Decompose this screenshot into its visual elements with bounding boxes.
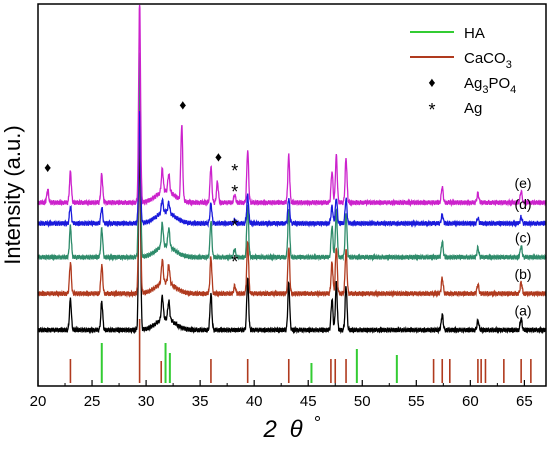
x-axis-label-theta: θ bbox=[290, 416, 303, 443]
legend-label: CaCO3 bbox=[464, 50, 512, 71]
x-tick-label: 25 bbox=[84, 393, 101, 410]
series-label: (e) bbox=[514, 175, 531, 191]
x-tick-label: 40 bbox=[246, 393, 263, 410]
ag-marker: * bbox=[231, 161, 238, 181]
x-tick-label: 65 bbox=[516, 393, 533, 410]
x-axis-label: 2 θ ° bbox=[263, 413, 321, 443]
legend-label-part: PO bbox=[488, 75, 510, 92]
series-label: (c) bbox=[515, 230, 531, 246]
ag3po4-marker: ♦ bbox=[179, 97, 186, 113]
ag3po4-marker: ♦ bbox=[44, 159, 51, 175]
phase-markers: ♦♦♦**** bbox=[44, 97, 238, 273]
ag-marker: * bbox=[231, 252, 238, 272]
legend-label-part: HA bbox=[464, 25, 485, 42]
reference-lines bbox=[69, 319, 532, 383]
legend-label-subscript: 4 bbox=[510, 84, 516, 96]
series-label: (d) bbox=[514, 196, 531, 212]
x-tick-label: 60 bbox=[462, 393, 479, 410]
pattern-line-2 bbox=[37, 52, 547, 262]
pattern-series bbox=[37, 4, 547, 335]
legend-label-subscript: 3 bbox=[482, 84, 488, 96]
pattern-line-4 bbox=[37, 4, 547, 208]
legend-label: HA bbox=[464, 25, 485, 42]
x-axis-ticks: 20 25 30 35 40 45 50 55 60 65 bbox=[30, 380, 533, 410]
ag-marker: * bbox=[231, 182, 238, 202]
x-tick-label: 35 bbox=[192, 393, 209, 410]
x-tick-label: 45 bbox=[300, 393, 317, 410]
series-label: (b) bbox=[514, 266, 531, 282]
x-tick-label: 20 bbox=[30, 393, 47, 410]
ag-marker: * bbox=[231, 216, 238, 236]
pattern-line-0 bbox=[37, 126, 547, 335]
x-tick-label: 55 bbox=[408, 393, 425, 410]
series-labels: (a) (b) (c) (d) (e) bbox=[514, 175, 531, 318]
series-label: (a) bbox=[514, 302, 531, 318]
legend-label: Ag bbox=[464, 100, 482, 117]
ag3po4-marker: ♦ bbox=[215, 149, 222, 165]
legend-diamond-icon: ♦ bbox=[428, 74, 435, 90]
y-axis-label: Intensity (a.u.) bbox=[0, 125, 25, 264]
x-tick-label: 30 bbox=[138, 393, 155, 410]
legend-label-part: Ag bbox=[464, 75, 482, 92]
x-axis-label-degree: ° bbox=[313, 413, 320, 433]
legend-star-icon: * bbox=[428, 100, 435, 120]
legend-label-part: Ag bbox=[464, 100, 482, 117]
legend-label-part: CaCO bbox=[464, 50, 506, 67]
legend-label: Ag3PO4 bbox=[464, 75, 516, 96]
pattern-line-3 bbox=[37, 111, 547, 228]
x-axis-label-two: 2 bbox=[263, 416, 277, 443]
x-tick-label: 50 bbox=[354, 393, 371, 410]
pattern-line-1 bbox=[37, 91, 547, 299]
legend-label-subscript: 3 bbox=[506, 59, 512, 71]
plot-frame bbox=[37, 3, 547, 387]
